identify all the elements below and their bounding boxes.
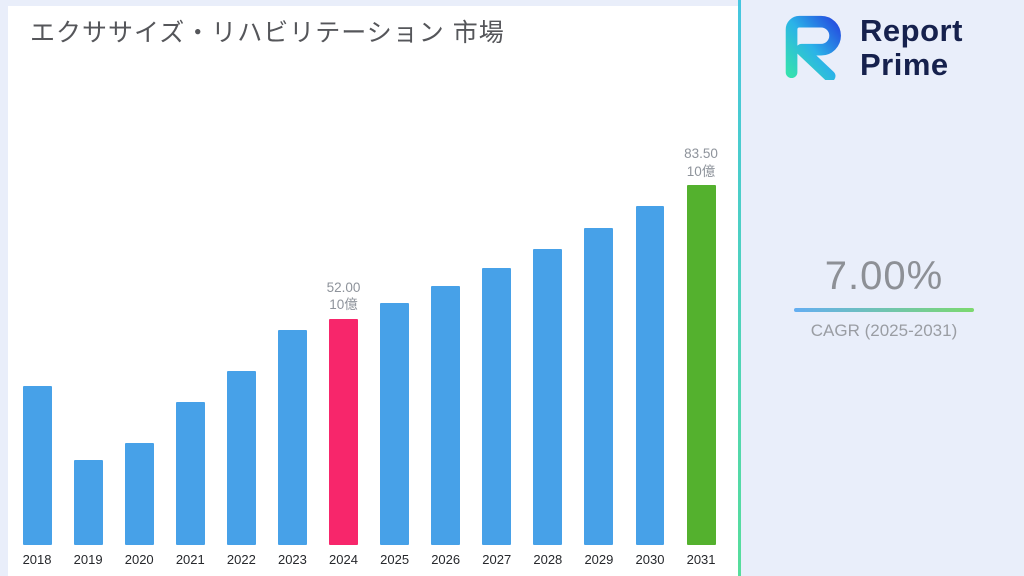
bar-column-2026: 2026 [427,145,465,570]
brand-name-line2: Prime [860,46,949,82]
x-axis-label-2029: 2029 [584,552,614,567]
cagr-value: 7.00% [824,254,944,298]
bar-stack [171,145,209,545]
x-axis-label-2020: 2020 [124,552,154,567]
x-axis-label-2023: 2023 [277,552,307,567]
bar-column-2025: 2025 [376,145,414,570]
cagr-underline [794,308,974,312]
x-axis-label-2026: 2026 [431,552,461,567]
cagr-label: CAGR (2025-2031) [810,321,958,340]
bar-2018 [22,386,52,545]
bar-2021 [175,401,205,545]
x-axis-label-2024: 2024 [329,552,358,567]
bar-stack [631,145,669,545]
bar-stack [273,145,311,545]
brand-mark-icon [772,10,850,85]
bar-2022 [226,371,256,545]
bar-2023 [277,329,307,545]
bar-stack [580,145,618,545]
x-axis-label-2019: 2019 [73,552,103,567]
bar-2019 [73,460,103,545]
bar-chart: 2018 2019 2020 2021 2022 2023 52.00 10億 2024 2025… [18,145,720,570]
x-axis-label-2021: 2021 [175,552,205,567]
bar-column-2028: 2028 [529,145,567,570]
brand-name-line1: Report [860,13,963,49]
report-prime-logo: Report Prime [772,10,963,85]
bar-column-2029: 2029 [580,145,618,570]
bar-column-2021: 2021 [171,145,209,570]
bar-2027 [482,268,512,545]
bar-2026 [431,286,461,545]
bar-value-label-2031: 83.50 10億 [684,146,718,179]
x-axis-label-2030: 2030 [635,552,665,567]
bar-column-2031: 83.50 10億 2031 [682,145,720,570]
bar-stack [120,145,158,545]
bar-2030 [635,205,665,545]
bar-2025 [380,303,410,545]
bar-column-2019: 2019 [69,145,107,570]
bar-column-2024: 52.00 10億 2024 [324,145,362,570]
x-axis-label-2031: 2031 [686,552,716,567]
bar-column-2023: 2023 [273,145,311,570]
bar-stack: 83.50 10億 [682,145,720,545]
bar-2031 [686,185,716,545]
bar-column-2018: 2018 [18,145,56,570]
x-axis-label-2025: 2025 [380,552,410,567]
bar-stack: 52.00 10億 [324,145,362,545]
cagr-block: 7.00% CAGR (2025-2031) [788,254,980,341]
x-axis-label-2022: 2022 [226,552,256,567]
bar-column-2022: 2022 [222,145,260,570]
bar-2020 [124,442,154,545]
x-axis-label-2018: 2018 [22,552,52,567]
bar-stack [18,145,56,545]
brand-name: Report Prime [860,14,963,81]
page-title: エクササイズ・リハビリテーション 市場 [30,19,505,47]
bar-stack [478,145,516,545]
x-axis-label-2028: 2028 [533,552,563,567]
bar-column-2027: 2027 [478,145,516,570]
divider [738,0,741,576]
bar-2028 [533,248,563,545]
chart-card: エクササイズ・リハビリテーション 市場 2018 2019 2020 2021 2022… [8,6,738,576]
bar-value-label-2024: 52.00 10億 [326,279,361,313]
bar-column-2020: 2020 [120,145,158,570]
x-axis-label-2027: 2027 [482,552,512,567]
bar-stack [427,145,465,545]
bar-stack [222,145,260,545]
bar-column-2030: 2030 [631,145,669,570]
bar-2029 [584,227,614,545]
bar-stack [529,145,567,545]
bar-stack [69,145,107,545]
bar-2024 [329,318,358,545]
bar-stack [376,145,414,545]
